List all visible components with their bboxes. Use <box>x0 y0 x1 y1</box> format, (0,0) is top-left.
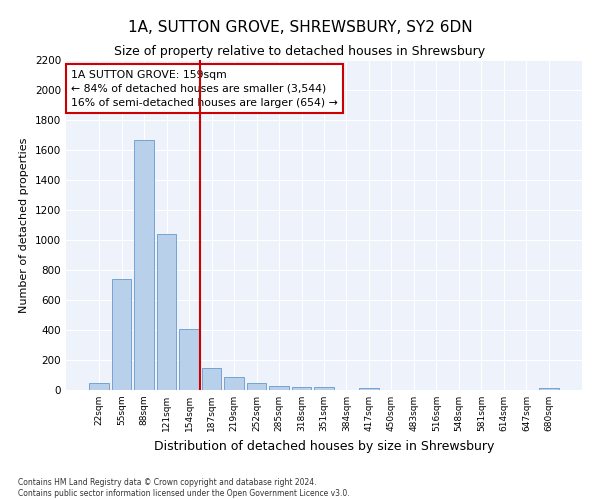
Bar <box>247 383 266 390</box>
Text: 1A SUTTON GROVE: 159sqm
← 84% of detached houses are smaller (3,544)
16% of semi: 1A SUTTON GROVE: 159sqm ← 84% of detache… <box>71 70 338 108</box>
X-axis label: Distribution of detached houses by size in Shrewsbury: Distribution of detached houses by size … <box>154 440 494 452</box>
Bar <box>359 388 379 390</box>
Bar <box>539 388 559 390</box>
Bar <box>292 387 311 390</box>
Y-axis label: Number of detached properties: Number of detached properties <box>19 138 29 312</box>
Bar <box>202 368 221 390</box>
Text: Contains HM Land Registry data © Crown copyright and database right 2024.
Contai: Contains HM Land Registry data © Crown c… <box>18 478 350 498</box>
Bar <box>314 387 334 390</box>
Bar <box>179 328 199 390</box>
Text: 1A, SUTTON GROVE, SHREWSBURY, SY2 6DN: 1A, SUTTON GROVE, SHREWSBURY, SY2 6DN <box>128 20 472 35</box>
Text: Size of property relative to detached houses in Shrewsbury: Size of property relative to detached ho… <box>115 45 485 58</box>
Bar <box>224 378 244 390</box>
Bar <box>89 382 109 390</box>
Bar <box>134 140 154 390</box>
Bar <box>157 234 176 390</box>
Bar <box>112 279 131 390</box>
Bar <box>269 386 289 390</box>
